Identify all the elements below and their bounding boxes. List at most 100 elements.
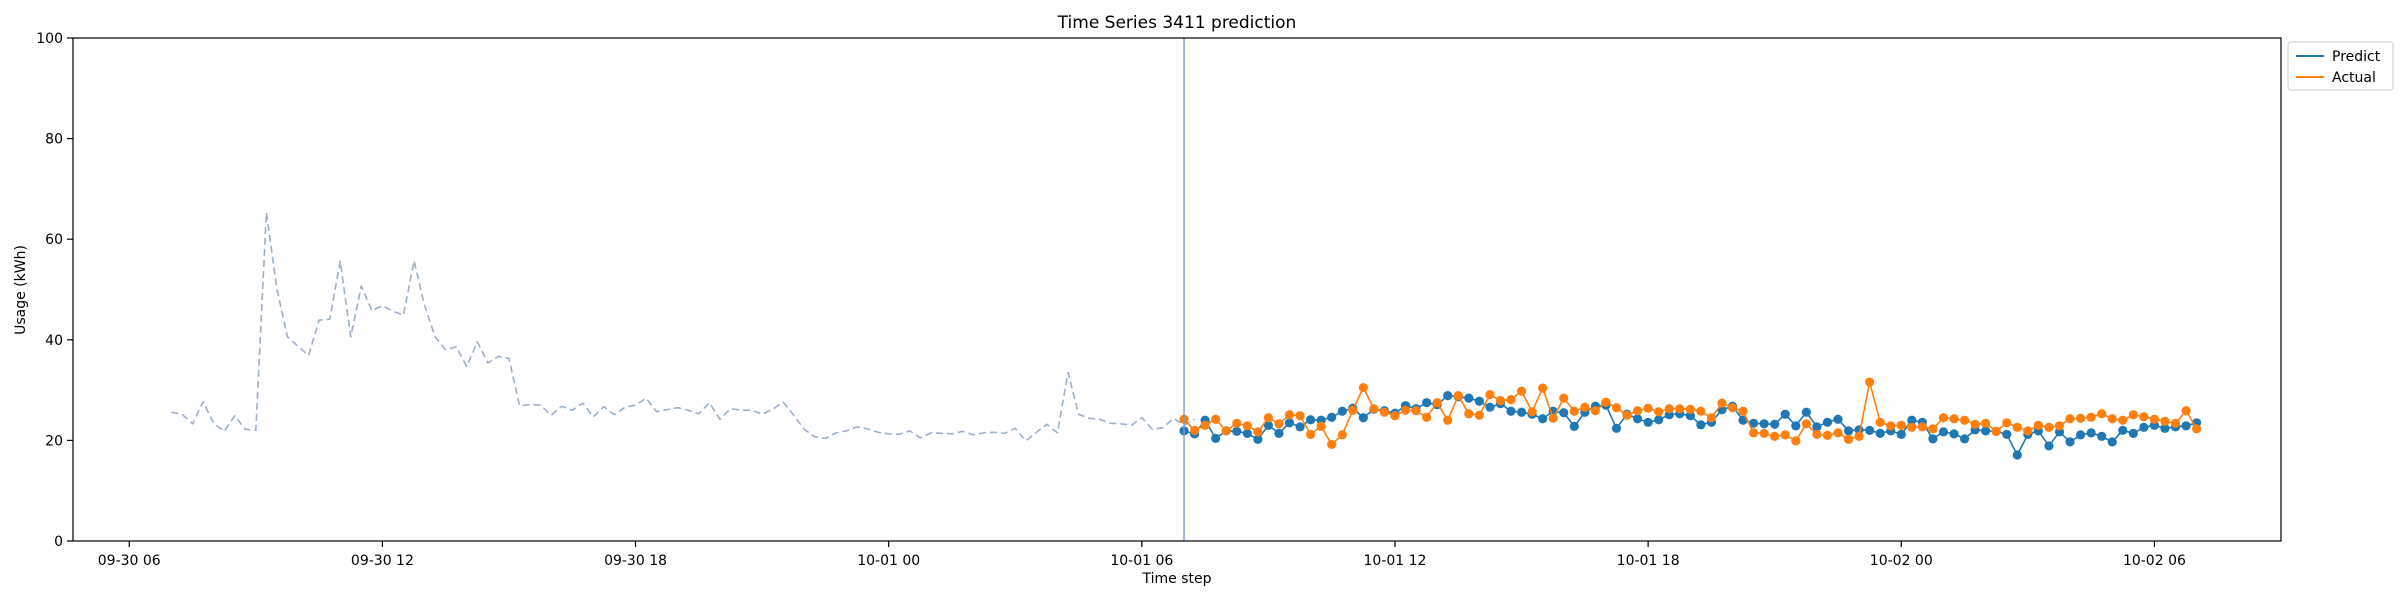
data-point-actual: [1875, 417, 1885, 427]
x-tick-label: 09-30 12: [351, 553, 414, 569]
data-point-actual: [1411, 406, 1421, 416]
data-point-actual: [1949, 414, 1959, 424]
data-point-actual: [2054, 421, 2065, 431]
data-point-actual: [1432, 398, 1442, 408]
data-point-actual: [1263, 413, 1274, 423]
plot-area: [171, 38, 2202, 541]
data-point-actual: [1854, 431, 1864, 441]
data-point-predict: [1696, 420, 1706, 430]
data-point-predict: [2065, 437, 2075, 447]
data-point-predict: [2181, 421, 2191, 431]
data-point-predict: [1464, 393, 1474, 403]
data-point-actual: [2192, 424, 2202, 434]
data-point-actual: [1749, 428, 1759, 438]
data-point-predict: [1928, 434, 1938, 444]
data-point-actual: [2065, 414, 2075, 424]
data-point-predict: [1812, 422, 1822, 432]
data-point-actual: [1464, 409, 1474, 419]
chart-legend: Predict Actual: [2287, 41, 2394, 91]
y-tick-label: 0: [54, 534, 63, 550]
x-tick-label: 10-02 06: [2123, 553, 2186, 569]
x-tick-label: 10-01 12: [1364, 553, 1427, 569]
data-point-actual: [1242, 421, 1252, 431]
data-point-predict: [1833, 414, 1843, 424]
data-point-actual: [1485, 390, 1495, 400]
data-point-actual: [1538, 383, 1548, 393]
data-point-actual: [1306, 429, 1316, 439]
data-point-actual: [2128, 410, 2138, 420]
data-point-predict: [1770, 419, 1780, 429]
data-point-actual: [1253, 427, 1263, 437]
data-point-actual: [1717, 398, 1727, 408]
data-point-actual: [1200, 420, 1210, 430]
data-point-actual: [1474, 410, 1484, 420]
data-point-actual: [1527, 407, 1537, 417]
x-tick-label: 09-30 06: [98, 553, 161, 569]
data-point-predict: [1749, 418, 1759, 428]
data-point-actual: [1685, 404, 1695, 414]
data-point-predict: [2160, 423, 2170, 433]
data-point-actual: [1812, 429, 1822, 439]
data-point-predict: [2075, 430, 2086, 440]
data-point-actual: [2033, 420, 2043, 430]
data-point-predict: [1284, 418, 1295, 428]
data-point-actual: [1632, 406, 1643, 416]
data-point-actual: [1759, 428, 1769, 438]
data-point-actual: [2139, 412, 2149, 422]
data-point-predict: [1485, 402, 1495, 412]
data-point-predict: [2097, 431, 2107, 441]
data-point-predict: [1274, 428, 1284, 438]
data-point-actual: [1970, 419, 1980, 429]
legend-label-predict: Predict: [2332, 49, 2381, 65]
data-point-actual: [1843, 434, 1854, 444]
data-point-actual: [1580, 402, 1590, 412]
data-point-predict: [1327, 412, 1337, 422]
data-point-actual: [1548, 413, 1558, 423]
data-point-actual: [1791, 436, 1801, 446]
data-point-actual: [1189, 425, 1200, 435]
data-point-actual: [1400, 405, 1411, 415]
data-point-actual: [1559, 393, 1569, 403]
data-point-actual: [1337, 430, 1347, 440]
data-point-predict: [1981, 426, 1991, 436]
data-point-predict: [1759, 419, 1769, 429]
data-point-predict: [1506, 406, 1516, 416]
data-point-actual: [1738, 406, 1748, 416]
y-tick-label: 20: [45, 433, 63, 449]
data-point-actual: [2086, 412, 2096, 422]
data-point-predict: [1949, 429, 1959, 439]
data-point-predict: [1559, 408, 1569, 418]
data-point-predict: [1263, 420, 1274, 430]
data-point-actual: [2160, 416, 2170, 426]
data-point-predict: [1843, 426, 1854, 436]
data-point-predict: [1896, 429, 1906, 439]
data-point-actual: [1516, 386, 1527, 396]
data-point-actual: [2170, 418, 2181, 428]
data-point-predict: [2002, 429, 2012, 439]
plot-frame: [72, 37, 2282, 542]
data-point-actual: [1569, 406, 1579, 416]
x-tick-label: 10-01 06: [1110, 553, 1173, 569]
axes: 0 20 40 60 80 100 09-30 06 09-30 12 09-30 18 10-0…: [36, 31, 2282, 569]
data-point-actual: [1221, 426, 1231, 436]
data-point-actual: [2118, 415, 2128, 425]
data-point-actual: [1886, 421, 1896, 431]
x-tick-label: 09-30 18: [604, 553, 667, 569]
data-point-actual: [1896, 420, 1906, 430]
data-point-predict: [1643, 417, 1653, 427]
data-point-predict: [2118, 425, 2128, 435]
data-point-predict: [1295, 422, 1305, 432]
y-tick-label: 40: [45, 333, 63, 349]
data-point-actual: [1643, 403, 1653, 413]
data-point-predict: [1822, 417, 1833, 427]
data-point-predict: [1780, 409, 1790, 419]
data-point-actual: [1295, 411, 1305, 421]
data-point-predict: [2086, 428, 2096, 438]
data-point-predict: [2044, 441, 2054, 451]
data-point-predict: [1538, 414, 1548, 424]
legend-label-actual: Actual: [2332, 70, 2376, 86]
data-point-actual: [1316, 421, 1326, 431]
data-point-actual: [1654, 407, 1664, 417]
data-point-predict: [1685, 411, 1695, 421]
data-point-predict: [1632, 414, 1643, 424]
